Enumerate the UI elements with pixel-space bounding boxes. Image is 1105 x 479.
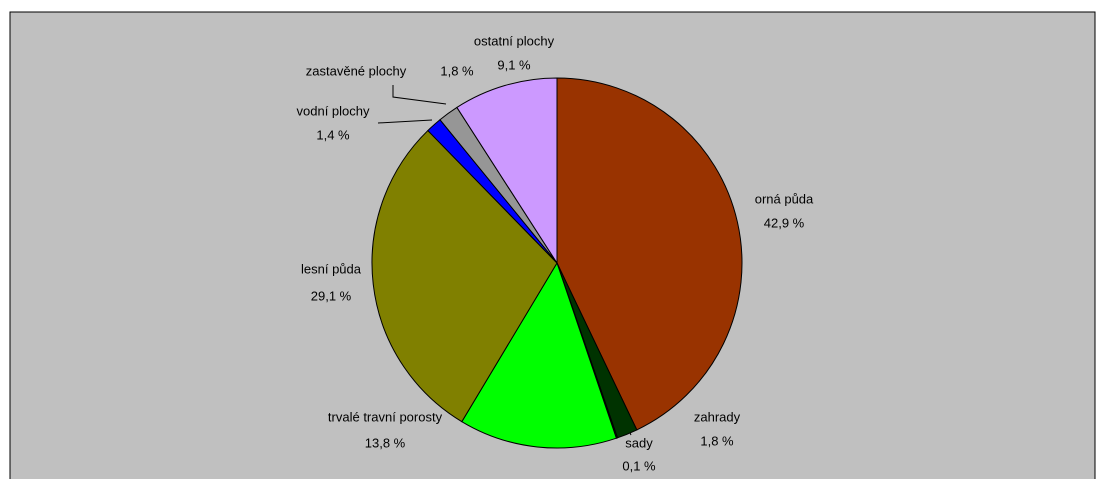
pie-slice xyxy=(556,77,743,431)
value-label: 0,1 % xyxy=(622,458,656,473)
pie-slice xyxy=(456,77,558,265)
category-label: ostatní plochy xyxy=(474,33,555,48)
category-label: vodní plochy xyxy=(297,103,370,118)
value-label: 1,4 % xyxy=(316,127,350,142)
pie-slice xyxy=(461,261,618,449)
category-label: sady xyxy=(625,435,653,450)
category-label: lesní půda xyxy=(301,261,362,276)
leader-line xyxy=(392,85,447,105)
value-label: 13,8 % xyxy=(365,435,406,450)
value-label: 9,1 % xyxy=(497,57,531,72)
category-label: zastavěné plochy xyxy=(306,63,407,78)
category-label: zahrady xyxy=(694,409,741,424)
value-label: 29,1 % xyxy=(311,288,352,303)
leader-line xyxy=(377,119,433,124)
value-label: 42,9 % xyxy=(764,215,805,230)
value-label: 1,8 % xyxy=(440,63,474,78)
pie-slice xyxy=(371,129,558,423)
category-label: orná půda xyxy=(755,191,814,206)
value-label: 1,8 % xyxy=(700,433,734,448)
category-label: trvalé travní porosty xyxy=(328,409,443,424)
